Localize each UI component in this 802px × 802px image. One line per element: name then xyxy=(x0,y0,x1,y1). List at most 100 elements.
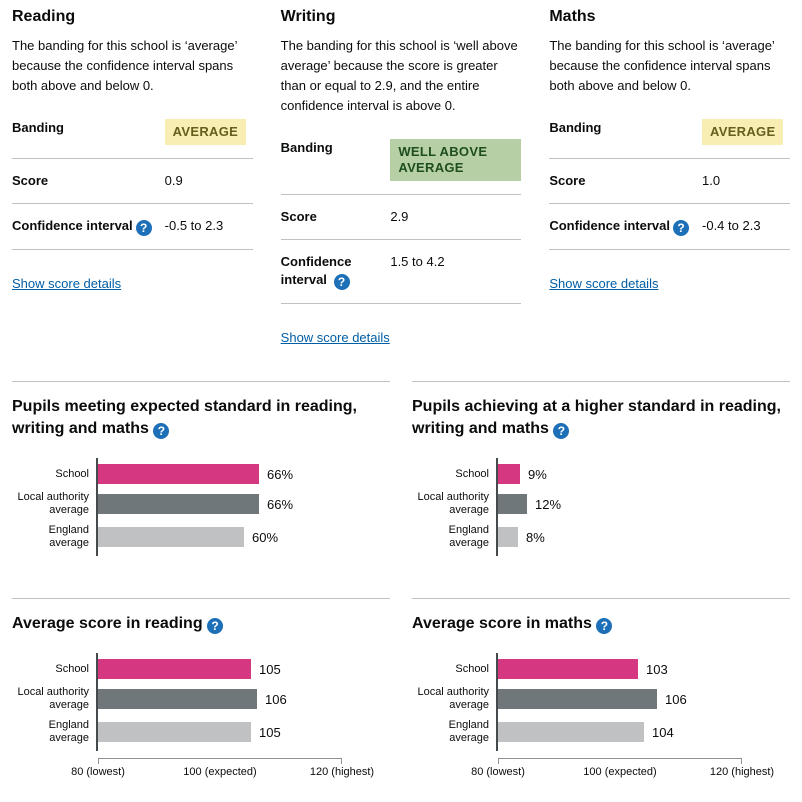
bar-row: England average 8% xyxy=(412,524,790,550)
confidence-interval-label: Confidence interval xyxy=(12,218,133,233)
bar-row: School 9% xyxy=(412,464,790,484)
bar-row: Local authority average 66% xyxy=(12,491,390,517)
bar xyxy=(498,464,520,484)
confidence-interval-label: Confidence interval xyxy=(280,254,352,287)
bar-chart: School 9% Local authority average 12% Englan… xyxy=(412,458,790,556)
bar-value-label: 60% xyxy=(252,529,279,545)
bar-category-label: England average xyxy=(48,524,89,549)
banding-badge: WELL ABOVE AVERAGE xyxy=(390,139,522,181)
bar-category-label: Local authority average xyxy=(17,686,89,711)
chart-title: Average score in maths xyxy=(412,615,592,632)
score-row: Score 2.9 xyxy=(280,195,522,240)
bar xyxy=(98,659,251,679)
bar-value-label: 105 xyxy=(259,724,281,740)
chart-title: Average score in reading xyxy=(12,615,203,632)
banding-row: Banding WELL ABOVE AVERAGE xyxy=(280,126,522,195)
bar xyxy=(498,689,657,709)
section-divider xyxy=(412,598,790,599)
help-icon[interactable]: ? xyxy=(553,423,570,439)
bar-row: England average 105 xyxy=(12,719,390,745)
confidence-interval-row: Confidence interval? -0.4 to 2.3 xyxy=(549,204,791,250)
show-score-details-link[interactable]: Show score details xyxy=(549,276,659,291)
subject-card-maths: Maths The banding for this school is ‘av… xyxy=(549,8,791,347)
banding-explanation: The banding for this school is ‘average’… xyxy=(12,38,237,93)
bar-value-label: 9% xyxy=(528,466,547,482)
x-axis: 80 (lowest) 100 (expected) 120 (highest) xyxy=(71,758,374,782)
subject-title: Reading xyxy=(12,8,76,25)
banding-row: Banding AVERAGE xyxy=(12,106,253,159)
chart-average-score-maths: Average score in maths ? School 103 Local … xyxy=(412,598,790,782)
bar-row: England average 104 xyxy=(412,719,790,745)
bar-row: School 105 xyxy=(12,659,390,679)
bar xyxy=(498,527,518,547)
section-divider xyxy=(12,598,390,599)
bar xyxy=(98,722,251,742)
x-axis-tick xyxy=(98,759,99,764)
y-axis-line xyxy=(96,458,98,556)
bar-row: England average 60% xyxy=(12,524,390,550)
banding-label: Banding xyxy=(549,120,602,135)
chart-higher-standard: Pupils achieving at a higher standard in… xyxy=(412,381,790,556)
bar-chart: School 105 Local authority average 106 Engla… xyxy=(12,653,390,751)
subject-card-writing: Writing The banding for this school is ‘… xyxy=(280,8,522,347)
bar-chart: School 66% Local authority average 66% Engla… xyxy=(12,458,390,556)
confidence-interval-label: Confidence interval xyxy=(549,218,670,233)
average-score-charts-row: Average score in reading ? School 105 Loca… xyxy=(12,598,790,782)
x-axis-tick-label: 120 (highest) xyxy=(309,766,375,778)
x-axis: 80 (lowest) 100 (expected) 120 (highest) xyxy=(471,758,774,782)
show-score-details-link[interactable]: Show score details xyxy=(12,276,122,291)
help-icon[interactable]: ? xyxy=(153,423,170,439)
x-axis-tick xyxy=(741,759,742,764)
bar-value-label: 105 xyxy=(259,661,281,677)
bar-category-label: School xyxy=(455,467,489,480)
x-axis-tick-label: 100 (expected) xyxy=(583,766,657,778)
bar-category-label: School xyxy=(55,662,89,675)
score-label: Score xyxy=(549,173,586,188)
banding-label: Banding xyxy=(280,140,333,155)
help-icon[interactable]: ? xyxy=(596,618,613,634)
bar xyxy=(98,464,259,484)
score-value: 0.9 xyxy=(164,173,183,188)
bar-row: Local authority average 12% xyxy=(412,491,790,517)
bar-category-label: School xyxy=(455,662,489,675)
bar xyxy=(498,722,644,742)
help-icon[interactable]: ? xyxy=(333,274,350,290)
x-axis-tick xyxy=(341,759,342,764)
subject-title: Writing xyxy=(280,8,336,25)
bar-row: School 103 xyxy=(412,659,790,679)
help-icon[interactable]: ? xyxy=(135,220,152,236)
banding-explanation: The banding for this school is ‘average’… xyxy=(549,38,775,93)
help-icon[interactable]: ? xyxy=(207,618,224,634)
score-row: Score 1.0 xyxy=(549,159,791,204)
x-axis-tick-label: 100 (expected) xyxy=(183,766,257,778)
bar-category-label: School xyxy=(55,467,89,480)
bar xyxy=(498,659,638,679)
confidence-interval-value: 1.5 to 4.2 xyxy=(390,254,445,269)
bar xyxy=(98,689,257,709)
y-axis-line xyxy=(496,458,498,556)
bar xyxy=(498,494,527,514)
percent-charts-row: Pupils meeting expected standard in read… xyxy=(12,381,790,556)
bar-row: Local authority average 106 xyxy=(12,686,390,712)
chart-title: Pupils achieving at a higher standard in… xyxy=(412,398,781,437)
bar-value-label: 66% xyxy=(267,496,294,512)
help-icon[interactable]: ? xyxy=(672,220,689,236)
bar-row: Local authority average 106 xyxy=(412,686,790,712)
bar-category-label: Local authority average xyxy=(417,491,489,516)
bar-value-label: 106 xyxy=(665,691,687,707)
x-axis-tick-label: 120 (highest) xyxy=(709,766,775,778)
bar xyxy=(98,494,259,514)
show-score-details-link[interactable]: Show score details xyxy=(280,330,390,345)
bar-value-label: 12% xyxy=(535,496,562,512)
y-axis-line xyxy=(496,653,498,751)
banding-badge: AVERAGE xyxy=(702,119,784,145)
score-value: 2.9 xyxy=(390,209,409,224)
subject-card-reading: Reading The banding for this school is ‘… xyxy=(12,8,253,347)
confidence-interval-value: -0.5 to 2.3 xyxy=(164,218,224,233)
x-axis-tick-label: 80 (lowest) xyxy=(471,766,525,778)
bar-category-label: Local authority average xyxy=(17,491,89,516)
bar-row: School 66% xyxy=(12,464,390,484)
bar-value-label: 103 xyxy=(646,661,668,677)
banding-badge: AVERAGE xyxy=(164,119,247,145)
chart-average-score-reading: Average score in reading ? School 105 Loca… xyxy=(12,598,390,782)
